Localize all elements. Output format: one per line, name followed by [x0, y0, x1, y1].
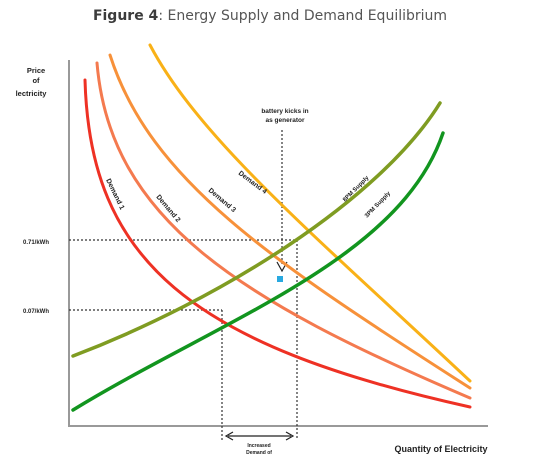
figure-title: Figure 4: Energy Supply and Demand Equil… [92, 8, 448, 24]
y-axis-label-line-3: lectricity [16, 89, 48, 98]
supply-8pm-curve [71, 101, 442, 358]
price-tick-label-low: 0.07/kWh [23, 309, 49, 315]
demand-4-curve [148, 43, 472, 383]
demand-3-curve [108, 53, 472, 390]
equilibrium-marker [277, 276, 283, 282]
y-axis-label-line-2: of [32, 76, 40, 85]
price-tick-label-high: 0.71/kWh [23, 240, 49, 246]
supply-3pm-curve [71, 131, 445, 412]
increased-demand-label-line-2: Demand of [246, 450, 272, 456]
figure-label: Figure 4 [92, 8, 159, 24]
y-axis-label-line-1: Price [27, 66, 45, 75]
x-axis-label: Quantity of Electricity [394, 444, 487, 454]
demand-3-label: Demand 3 [207, 187, 237, 214]
increased-demand-arrow-left-head [224, 431, 234, 441]
demand-2-curve [95, 61, 472, 400]
demand-1-curve [83, 78, 472, 409]
figure-title-text: Energy Supply and Demand Equilibrium [167, 8, 448, 24]
supply-8pm-label: 8PM Supply [342, 175, 371, 204]
increased-demand-label-line-1: Increased [247, 443, 270, 449]
battery-annotation-line-2: as generator [265, 117, 304, 124]
increased-demand-arrow-right-head [285, 431, 295, 441]
battery-annotation-line-1: battery kicks in [261, 108, 308, 115]
